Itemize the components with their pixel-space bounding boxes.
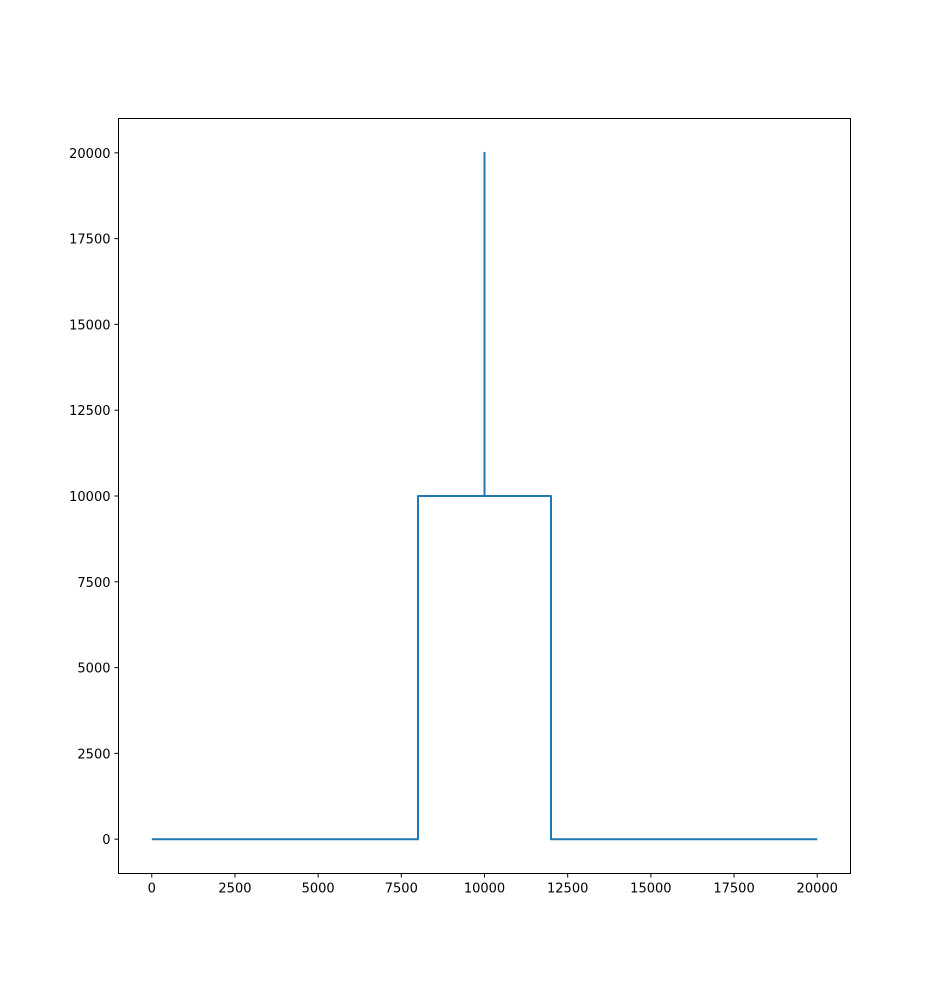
- y-tick-label: 5000: [77, 662, 110, 677]
- y-tick-label: 20000: [69, 147, 110, 162]
- x-tick-label: 7500: [385, 882, 418, 897]
- series-line: [151, 151, 818, 841]
- y-tick-label: 12500: [69, 404, 110, 419]
- x-tick-label: 10000: [464, 882, 505, 897]
- x-tick-label: 15000: [630, 882, 671, 897]
- y-tick-label: 7500: [77, 576, 110, 591]
- y-tick-label: 17500: [69, 233, 110, 248]
- x-tick-label: 5000: [302, 882, 335, 897]
- x-tick-label: 12500: [547, 882, 588, 897]
- axes-frame: [118, 118, 851, 874]
- y-tick-label: 10000: [69, 490, 110, 505]
- series-lines: [151, 151, 818, 841]
- ticks: 0 2500 5000 7500 10000 12500 15000 17500 20000 0 2…: [69, 147, 838, 897]
- x-tick-label: 2500: [218, 882, 251, 897]
- x-tick-label: 0: [148, 882, 156, 897]
- x-tick-label: 20000: [797, 882, 838, 897]
- x-tick-label: 17500: [713, 882, 754, 897]
- y-tick-label: 0: [102, 833, 110, 848]
- y-tick-label: 15000: [69, 318, 110, 333]
- y-tick-label: 2500: [77, 747, 110, 762]
